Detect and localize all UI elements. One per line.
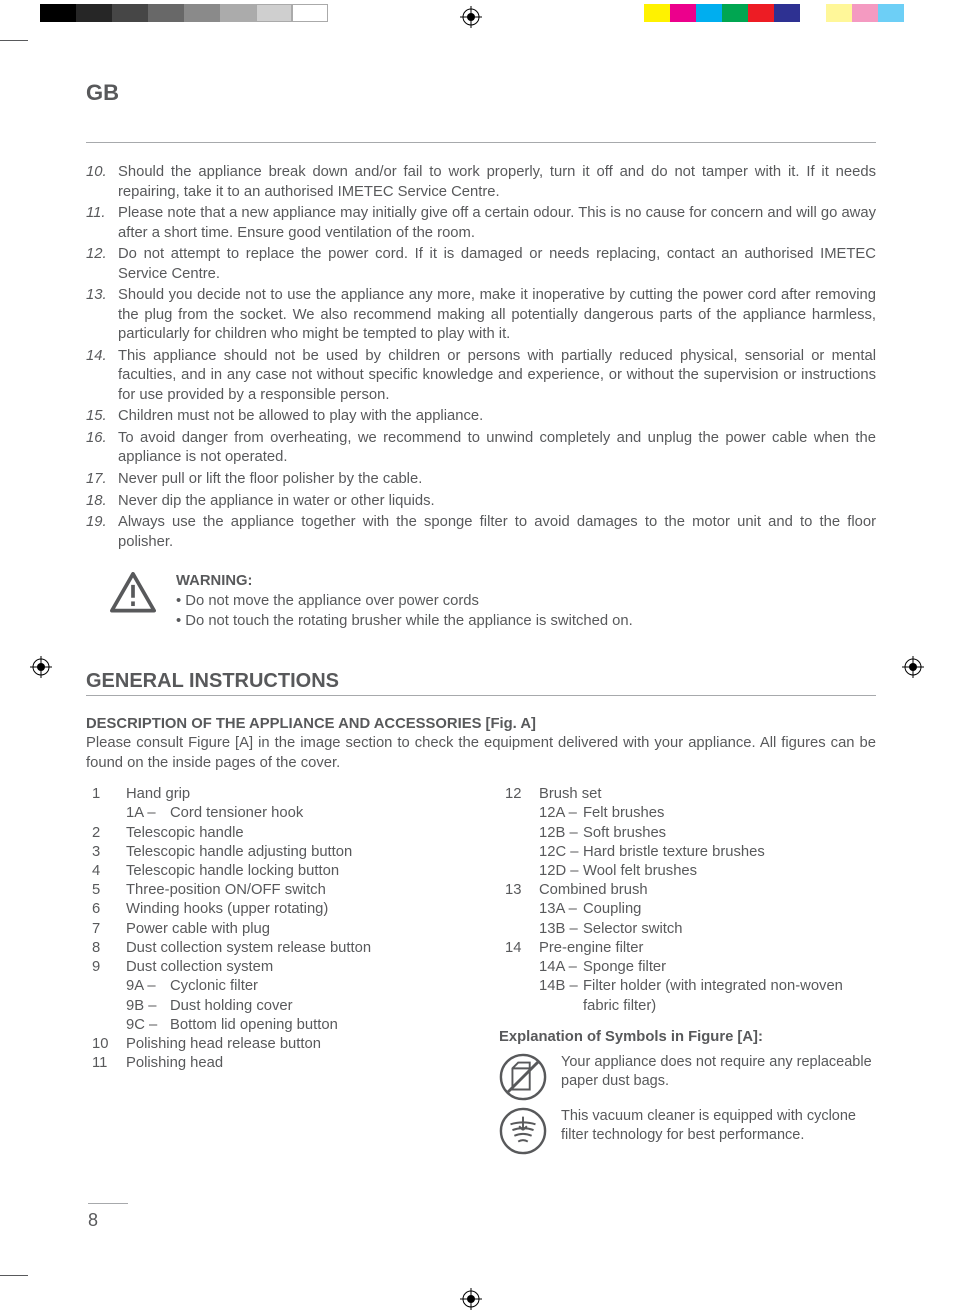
part-item: 6Winding hooks (upper rotating) bbox=[86, 900, 463, 919]
symbol-explanation-row: Your appliance does not require any repl… bbox=[499, 1053, 876, 1101]
part-item: 3Telescopic handle adjusting button bbox=[86, 843, 463, 862]
warning-box: WARNING: • Do not move the appliance ove… bbox=[110, 572, 876, 632]
warning-bullet: • Do not move the appliance over power c… bbox=[176, 592, 633, 612]
part-item: 11Polishing head bbox=[86, 1054, 463, 1073]
parts-column-right: 12Brush set12A –Felt brushes12B –Soft br… bbox=[499, 785, 876, 1155]
part-item: 5Three-position ON/OFF switch bbox=[86, 881, 463, 900]
instruction-item: 17.Never pull or lift the floor polisher… bbox=[86, 470, 876, 490]
safety-instructions-list: 10.Should the appliance break down and/o… bbox=[86, 163, 876, 552]
part-sub-item: 9B –Dust holding cover bbox=[86, 997, 463, 1016]
instruction-item: 19.Always use the appliance together wit… bbox=[86, 513, 876, 552]
page-content: GB 10.Should the appliance break down an… bbox=[86, 80, 876, 1155]
warning-icon bbox=[110, 572, 156, 612]
description-paragraph: Please consult Figure [A] in the image s… bbox=[86, 734, 876, 773]
parts-columns: 1Hand grip1A –Cord tensioner hook2Telesc… bbox=[86, 785, 876, 1155]
registration-mark-icon bbox=[30, 656, 52, 678]
instruction-item: 13.Should you decide not to use the appl… bbox=[86, 286, 876, 345]
part-sub-item: 13B –Selector switch bbox=[499, 920, 876, 939]
registration-mark-icon bbox=[460, 1288, 482, 1310]
part-item: 2Telescopic handle bbox=[86, 824, 463, 843]
instruction-item: 10.Should the appliance break down and/o… bbox=[86, 163, 876, 202]
registration-mark-icon bbox=[902, 656, 924, 678]
part-item: 7Power cable with plug bbox=[86, 920, 463, 939]
divider bbox=[86, 142, 876, 143]
part-sub-item: 12B –Soft brushes bbox=[499, 824, 876, 843]
no-dust-bag-icon bbox=[499, 1053, 547, 1101]
registration-mark-icon bbox=[460, 6, 482, 28]
parts-column-left: 1Hand grip1A –Cord tensioner hook2Telesc… bbox=[86, 785, 463, 1155]
symbol-explanation-text: This vacuum cleaner is equipped with cyc… bbox=[561, 1107, 876, 1145]
crop-mark bbox=[0, 40, 28, 41]
part-item: 13Combined brush bbox=[499, 881, 876, 900]
symbol-explanation-text: Your appliance does not require any repl… bbox=[561, 1053, 876, 1091]
part-item: 12Brush set bbox=[499, 785, 876, 804]
divider bbox=[86, 695, 876, 696]
part-sub-item: 12D –Wool felt brushes bbox=[499, 862, 876, 881]
part-sub-item: 12A –Felt brushes bbox=[499, 804, 876, 823]
part-sub-item: 1A –Cord tensioner hook bbox=[86, 804, 463, 823]
part-item: 8Dust collection system release button bbox=[86, 939, 463, 958]
section-heading: GENERAL INSTRUCTIONS bbox=[86, 670, 876, 693]
instruction-item: 11.Please note that a new appliance may … bbox=[86, 204, 876, 243]
instruction-item: 16.To avoid danger from overheating, we … bbox=[86, 429, 876, 468]
part-item: 9Dust collection system bbox=[86, 958, 463, 977]
part-sub-item: 13A –Coupling bbox=[499, 900, 876, 919]
part-item: 14Pre-engine filter bbox=[499, 939, 876, 958]
instruction-item: 15.Children must not be allowed to play … bbox=[86, 407, 876, 427]
symbol-explanation-heading: Explanation of Symbols in Figure [A]: bbox=[499, 1028, 876, 1047]
part-sub-item: 9A –Cyclonic filter bbox=[86, 977, 463, 996]
page-number: 8 bbox=[88, 1203, 128, 1231]
country-code: GB bbox=[86, 80, 876, 106]
part-item: 10Polishing head release button bbox=[86, 1035, 463, 1054]
warning-label: WARNING: bbox=[176, 572, 633, 592]
instruction-item: 18.Never dip the appliance in water or o… bbox=[86, 492, 876, 512]
part-sub-item: 12C –Hard bristle texture brushes bbox=[499, 843, 876, 862]
part-sub-item: 9C –Bottom lid opening button bbox=[86, 1016, 463, 1035]
instruction-item: 12.Do not attempt to replace the power c… bbox=[86, 245, 876, 284]
part-item: 4Telescopic handle locking button bbox=[86, 862, 463, 881]
cyclone-filter-icon bbox=[499, 1107, 547, 1155]
part-sub-item: 14B –Filter holder (with integrated non-… bbox=[499, 977, 876, 1015]
crop-mark bbox=[0, 1275, 28, 1276]
warning-bullet: • Do not touch the rotating brusher whil… bbox=[176, 612, 633, 632]
instruction-item: 14.This appliance should not be used by … bbox=[86, 347, 876, 406]
part-item: 1Hand grip bbox=[86, 785, 463, 804]
symbol-explanation-row: This vacuum cleaner is equipped with cyc… bbox=[499, 1107, 876, 1155]
part-sub-item: 14A –Sponge filter bbox=[499, 958, 876, 977]
subsection-heading: DESCRIPTION OF THE APPLIANCE AND ACCESSO… bbox=[86, 716, 876, 732]
